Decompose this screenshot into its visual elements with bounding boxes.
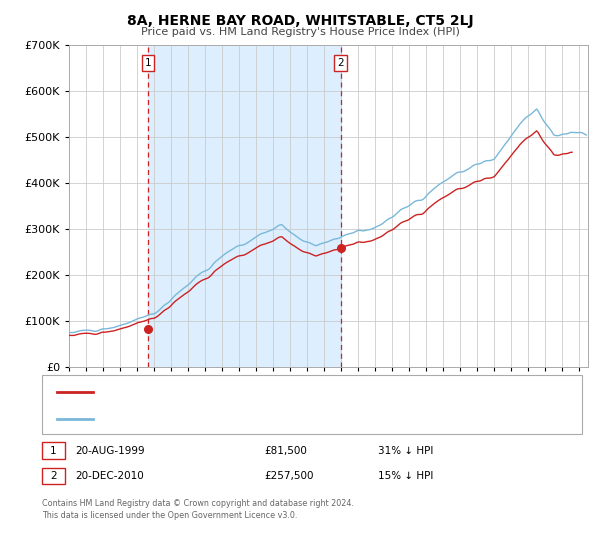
Text: 20-DEC-2010: 20-DEC-2010 — [75, 471, 144, 481]
Text: 15% ↓ HPI: 15% ↓ HPI — [378, 471, 433, 481]
Text: 2: 2 — [337, 58, 344, 68]
Text: £257,500: £257,500 — [264, 471, 314, 481]
Text: 31% ↓ HPI: 31% ↓ HPI — [378, 446, 433, 456]
Text: 8A, HERNE BAY ROAD, WHITSTABLE, CT5 2LJ (detached house): 8A, HERNE BAY ROAD, WHITSTABLE, CT5 2LJ … — [99, 386, 411, 396]
Text: This data is licensed under the Open Government Licence v3.0.: This data is licensed under the Open Gov… — [42, 511, 298, 520]
Text: £81,500: £81,500 — [264, 446, 307, 456]
Text: 1: 1 — [50, 446, 57, 456]
Text: HPI: Average price, detached house, Canterbury: HPI: Average price, detached house, Cant… — [99, 414, 340, 424]
Text: 1: 1 — [145, 58, 151, 68]
Text: 8A, HERNE BAY ROAD, WHITSTABLE, CT5 2LJ: 8A, HERNE BAY ROAD, WHITSTABLE, CT5 2LJ — [127, 14, 473, 28]
Text: Contains HM Land Registry data © Crown copyright and database right 2024.: Contains HM Land Registry data © Crown c… — [42, 500, 354, 508]
Text: Price paid vs. HM Land Registry's House Price Index (HPI): Price paid vs. HM Land Registry's House … — [140, 27, 460, 37]
Text: 20-AUG-1999: 20-AUG-1999 — [75, 446, 145, 456]
Text: 2: 2 — [50, 471, 57, 481]
Bar — [148, 45, 341, 367]
